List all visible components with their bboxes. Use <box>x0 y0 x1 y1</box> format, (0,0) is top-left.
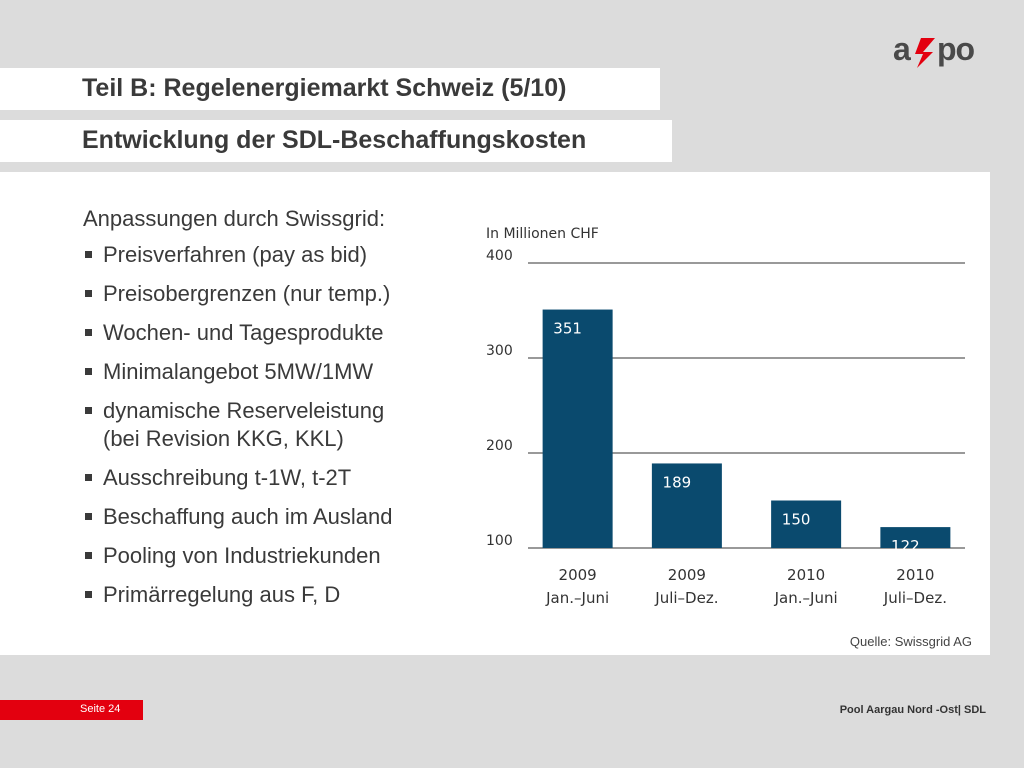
bullet-text: Pooling von Industriekunden <box>103 543 381 568</box>
bullet-item: Beschaffung auch im Ausland <box>83 503 463 531</box>
axpo-logo: a po <box>893 31 976 68</box>
bullet-square-icon <box>85 407 92 414</box>
source-note: Quelle: Swissgrid AG <box>849 634 972 649</box>
bullet-item: Minimalangebot 5MW/1MW <box>83 358 463 386</box>
x-tick-label-year: 2009 <box>559 566 597 584</box>
bullet-section: Anpassungen durch Swissgrid: Preisverfah… <box>83 205 463 620</box>
bullet-intro: Anpassungen durch Swissgrid: <box>83 206 386 231</box>
y-tick-label: 300 <box>486 343 513 359</box>
y-tick-label: 100 <box>486 533 513 549</box>
footer-label: Pool Aargau Nord -Ost| SDL <box>839 704 986 716</box>
bullet-item: Preisobergrenzen (nur temp.) <box>83 280 463 308</box>
bullet-item: Ausschreibung t-1W, t-2T <box>83 464 463 492</box>
bullet-item: Primärregelung aus F, D <box>83 581 463 609</box>
x-tick-label-period: Juli–Dez. <box>883 589 947 607</box>
bullet-item: dynamische Reserveleistung (bei Revision … <box>83 397 463 453</box>
x-tick-label-period: Juli–Dez. <box>654 589 718 607</box>
page-number: Seite 24 <box>80 703 121 715</box>
bullet-text: Minimalangebot 5MW/1MW <box>103 359 374 384</box>
bullet-text: Ausschreibung t-1W, t-2T <box>103 465 352 490</box>
bullet-text: Beschaffung auch im Ausland <box>103 504 393 529</box>
bar-value-label: 122 <box>891 537 920 555</box>
bullet-item: Preisverfahren (pay as bid) <box>83 241 463 269</box>
svg-text:a: a <box>893 31 911 67</box>
bar <box>771 500 842 548</box>
bar-value-label: 150 <box>782 511 811 529</box>
bar <box>651 463 722 548</box>
bullet-square-icon <box>85 591 92 598</box>
x-tick-label-year: 2009 <box>668 566 706 584</box>
bullet-item: Wochen- und Tagesprodukte <box>83 319 463 347</box>
y-tick-label: 200 <box>486 438 513 454</box>
slide-title: Teil B: Regelenergiemarkt Schweiz (5/10) <box>0 68 660 110</box>
bullet-item: Pooling von Industriekunden <box>83 542 463 570</box>
y-tick-label: 400 <box>486 248 513 264</box>
bullet-text: Preisverfahren (pay as bid) <box>103 242 368 267</box>
bullet-text: Primärregelung aus F, D <box>103 582 341 607</box>
bullet-square-icon <box>85 290 92 297</box>
bullet-text: (bei Revision KKG, KKL) <box>103 426 344 451</box>
chart-unit-label: In Millionen CHF <box>486 226 599 242</box>
x-tick-label-year: 2010 <box>896 566 934 584</box>
bar-value-label: 189 <box>663 473 692 491</box>
bullet-square-icon <box>85 251 92 258</box>
x-tick-label-year: 2010 <box>787 566 825 584</box>
x-tick-label-period: Jan.–Juni <box>545 589 609 607</box>
bullet-text: Wochen- und Tagesprodukte <box>103 320 384 345</box>
bullet-text: dynamische Reserveleistung <box>103 398 385 423</box>
bullet-square-icon <box>85 552 92 559</box>
x-tick-label-period: Jan.–Juni <box>774 589 838 607</box>
bullet-square-icon <box>85 368 92 375</box>
bar <box>880 527 951 548</box>
bullet-text: Preisobergrenzen (nur temp.) <box>103 281 391 306</box>
bullet-square-icon <box>85 329 92 336</box>
bar <box>542 309 613 548</box>
bullet-square-icon <box>85 513 92 520</box>
bullet-square-icon <box>85 474 92 481</box>
content-panel <box>0 172 990 655</box>
cost-bar-chart: In Millionen CHF 100 200 300 400 351 2009 Jan.–… <box>486 226 965 607</box>
svg-text:po: po <box>937 31 975 67</box>
footer-page-bar: Seite 24 <box>0 700 143 720</box>
bullet-list: Preisverfahren (pay as bid) Preisobergren… <box>83 241 463 609</box>
slide-subtitle: Entwicklung der SDL-Beschaffungskosten <box>0 120 672 162</box>
bar-value-label: 351 <box>553 320 582 338</box>
